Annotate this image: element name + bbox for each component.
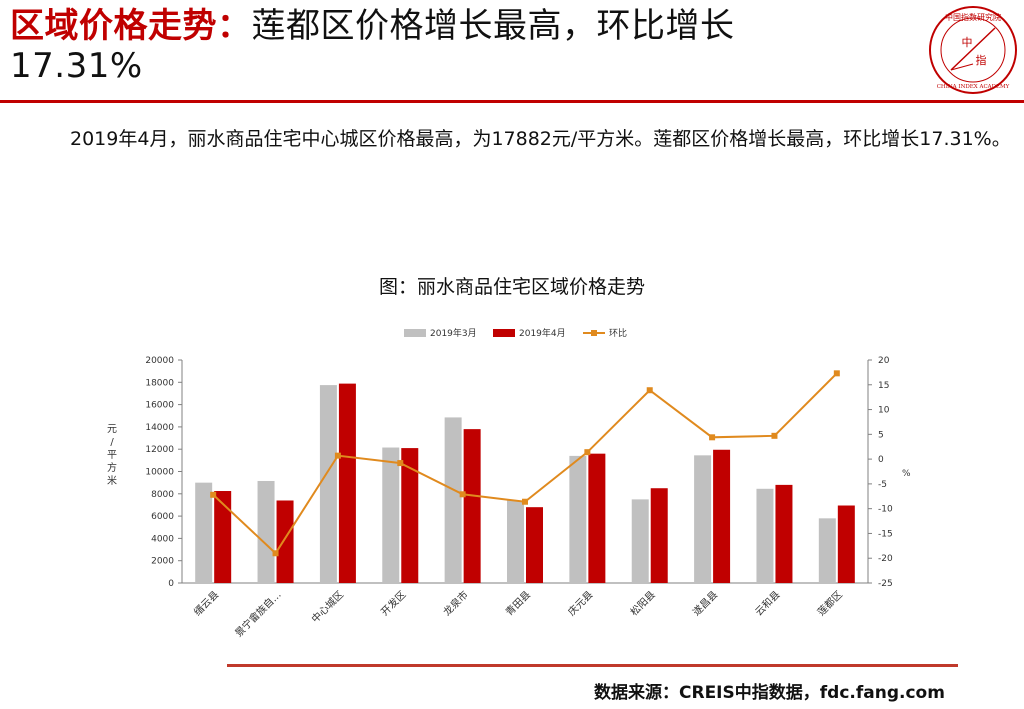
mom-point — [210, 491, 217, 498]
mom-point — [272, 550, 279, 557]
x-tick-label: 中心城区 — [309, 588, 346, 625]
mom-point — [833, 370, 840, 377]
y-tick-label: 20000 — [145, 356, 174, 366]
data-source: 数据来源：CREIS中指数据，fdc.fang.com — [594, 683, 945, 703]
x-tick-label: 庆元县 — [565, 588, 595, 618]
mom-point — [459, 491, 466, 498]
bar-april — [588, 453, 606, 583]
mom-point — [709, 434, 716, 441]
china-index-academy-seal-logo: 中国指数研究院 CHINA INDEX ACADEMY 中 指 — [929, 6, 1017, 94]
y2-tick-label: 0 — [878, 455, 884, 465]
legend-swatch-march — [404, 329, 426, 337]
bar-april — [775, 484, 793, 583]
legend-swatch-april — [493, 329, 515, 337]
y-tick-label: 6000 — [151, 512, 174, 522]
y-axis-label: 元/平方米 — [107, 424, 117, 487]
mom-point — [584, 449, 591, 456]
bar-march — [444, 417, 462, 583]
y2-tick-label: -15 — [878, 529, 893, 539]
seal-center-text-2: 指 — [976, 53, 987, 67]
mom-point — [522, 498, 528, 505]
summary-text: 2019年4月，丽水商品住宅中心城区价格最高，为17882元/平方米。莲都区价格… — [70, 128, 1011, 150]
y2-tick-label: -10 — [878, 505, 893, 515]
bar-march — [569, 455, 587, 583]
y2-tick-label: -25 — [878, 579, 893, 589]
y2-tick-label: 15 — [878, 381, 889, 391]
y-tick-label: 0 — [168, 579, 174, 589]
footer-divider — [227, 664, 958, 667]
seal-center-text-1: 中 — [962, 36, 973, 49]
y-tick-label: 14000 — [145, 423, 174, 433]
y2-tick-label: -5 — [878, 480, 887, 490]
price-trend-chart: 0 2000 4000 6000 8000 10000 12000 14000 16000 180… — [107, 327, 911, 640]
bar-april — [463, 429, 481, 583]
title-highlight: 区域价格走势： — [10, 6, 252, 46]
mom-point — [334, 452, 341, 459]
bar-april — [214, 491, 232, 583]
page-title: 区域价格走势：莲都区价格增长最高，环比增长 17.31% — [10, 6, 910, 86]
title-line-1: 莲都区价格增长最高，环比增长 — [251, 6, 735, 46]
bar-april — [837, 505, 855, 583]
x-tick-label: 松阳县 — [627, 588, 657, 618]
mom-point — [397, 460, 404, 467]
y-tick-label: 2000 — [151, 557, 174, 567]
bar-march — [195, 482, 213, 583]
x-tick-label: 开发区 — [378, 588, 408, 618]
x-tick-label: 遂昌县 — [690, 588, 720, 618]
y-tick-label: 4000 — [151, 534, 174, 544]
bar-march — [756, 488, 774, 583]
bar-april — [650, 488, 668, 583]
bar-march — [694, 455, 712, 583]
bar-april — [338, 383, 356, 583]
x-tick-label: 青田县 — [503, 588, 533, 618]
seal-top-text: 中国指数研究院 — [945, 12, 1001, 22]
bar-march — [631, 499, 649, 583]
y2-tick-label: -20 — [878, 554, 893, 564]
bar-april — [526, 507, 543, 583]
title-divider — [0, 100, 1024, 103]
mom-line — [212, 372, 838, 555]
x-tick-label: 云和县 — [753, 589, 783, 619]
legend-label-march: 2019年3月 — [430, 327, 477, 339]
y2-axis-label: % — [902, 469, 911, 479]
x-tick-label: 莲都区 — [815, 589, 845, 619]
y2-tick-label: 10 — [878, 406, 890, 416]
chart-title: 图：丽水商品住宅区域价格走势 — [378, 276, 645, 298]
y-tick-label: 18000 — [145, 378, 174, 388]
bar-march — [818, 518, 836, 583]
y-tick-label: 8000 — [151, 490, 174, 500]
bar-april — [713, 449, 731, 583]
seal-bottom-text: CHINA INDEX ACADEMY — [937, 84, 1010, 90]
y2-tick-label: 5 — [878, 430, 884, 440]
y-tick-label: 12000 — [145, 445, 174, 455]
bar-march — [257, 480, 275, 583]
mom-point — [771, 432, 778, 439]
x-tick-label: 龙泉市 — [440, 588, 470, 618]
legend-label-april: 2019年4月 — [519, 327, 566, 339]
mom-point — [646, 387, 653, 394]
y2-tick-label: 20 — [878, 356, 890, 366]
bar-april — [276, 500, 294, 583]
y-tick-label: 16000 — [145, 401, 174, 411]
bar-march — [319, 385, 337, 583]
y-tick-label: 10000 — [145, 468, 174, 478]
title-line-2: 17.31% — [10, 46, 143, 86]
bar-march — [507, 500, 524, 583]
legend-marker-mom — [591, 330, 597, 336]
bar-april — [401, 448, 419, 583]
legend-label-mom: 环比 — [609, 327, 627, 339]
summary-paragraph: 2019年4月，丽水商品住宅中心城区价格最高，为17882元/平方米。莲都区价格… — [30, 118, 1015, 160]
x-tick-label: 景宁畲族自… — [232, 588, 284, 640]
bar-march — [382, 447, 400, 583]
x-tick-label: 缙云县 — [191, 588, 221, 618]
